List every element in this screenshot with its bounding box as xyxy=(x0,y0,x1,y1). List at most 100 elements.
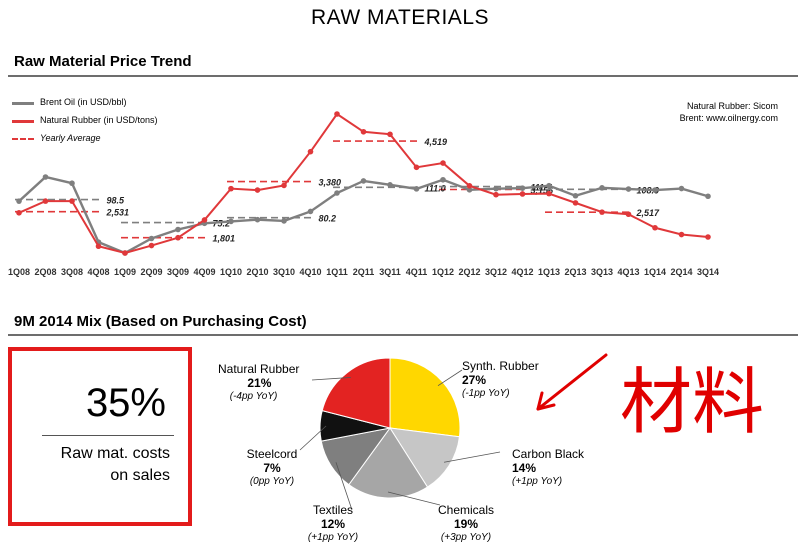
legend-swatch-brent xyxy=(12,102,34,105)
x-tick-label: 3Q09 xyxy=(167,267,189,277)
x-tick-label: 3Q13 xyxy=(591,267,613,277)
kpi-caption-line: Raw mat. costs xyxy=(60,445,170,462)
rubber-data-point xyxy=(69,198,75,204)
brent-data-point xyxy=(387,181,393,188)
x-tick-label: 1Q12 xyxy=(432,267,454,277)
pie-slice-chemicals xyxy=(348,427,429,499)
rubber-data-point xyxy=(148,242,155,249)
x-tick-label: 1Q10 xyxy=(220,267,242,277)
source-line: Brent: www.oilnergy.com xyxy=(679,113,778,123)
x-tick-label: 4Q09 xyxy=(193,267,215,277)
brent-data-point xyxy=(678,185,685,192)
brent-data-point xyxy=(625,186,632,192)
brent-data-point xyxy=(254,216,261,223)
slice-yoy: (+3pp YoY) xyxy=(440,532,492,543)
x-tick-label: 1Q13 xyxy=(538,267,560,277)
slice-name: Natural Rubber xyxy=(218,362,300,376)
pie-label-textiles: Textiles 12% (+1pp YoY) xyxy=(298,503,368,545)
brent-data-point xyxy=(16,198,22,204)
rubber-data-point xyxy=(95,243,102,250)
rubber-yearly-average-label: 2,531 xyxy=(106,208,130,218)
price-trend-chart: 2,531 1,801 3,380 4,519 3,156 2,517 98.5 75.2 80… xyxy=(8,111,719,277)
rubber-data-point xyxy=(705,234,711,240)
rubber-data-point xyxy=(440,160,446,166)
legend-swatch-yearly-average xyxy=(12,138,34,140)
x-tick-label: 4Q08 xyxy=(87,267,109,277)
kpi-caption: Raw mat. costs on sales xyxy=(61,443,170,487)
rubber-data-point xyxy=(175,234,181,241)
x-tick-label: 2Q11 xyxy=(353,267,375,277)
rubber-yearly-average-label: 3,156 xyxy=(531,186,555,196)
brent-yearly-average-label: 80.2 xyxy=(319,214,337,224)
legend-label: Natural Rubber (in USD/tons) xyxy=(40,115,158,125)
section-title-mix: 9M 2014 Mix (Based on Purchasing Cost) xyxy=(14,313,307,330)
slice-percent: 12% xyxy=(320,517,346,531)
slice-percent: 14% xyxy=(512,461,537,475)
slice-yoy: (+1pp YoY) xyxy=(512,476,563,487)
brent-data-point xyxy=(307,208,314,215)
x-tick-label: 3Q12 xyxy=(485,267,507,277)
x-tick-label: 2Q08 xyxy=(34,267,56,277)
rubber-data-point xyxy=(546,190,552,197)
rubber-data-point xyxy=(678,231,685,238)
brent-data-point xyxy=(360,178,367,184)
slice-yoy: (+1pp YoY) xyxy=(307,532,359,543)
pie-label-steelcord: Steelcord 7% (0pp YoY) xyxy=(232,447,312,489)
x-tick-label: 1Q08 xyxy=(8,267,30,277)
x-tick-label: 3Q10 xyxy=(273,267,295,277)
rubber-data-point xyxy=(493,191,499,198)
rubber-data-point xyxy=(466,183,473,189)
rubber-data-point xyxy=(42,198,49,204)
slice-name: Textiles xyxy=(312,503,353,517)
x-tick-label: 2Q10 xyxy=(246,267,268,277)
arrow-head xyxy=(536,403,556,411)
source-line: Natural Rubber: Sicom xyxy=(686,101,778,111)
brent-data-point xyxy=(440,176,446,183)
pie-slice-synth-rubber xyxy=(389,357,461,438)
rubber-data-point xyxy=(572,200,579,206)
brent-data-point xyxy=(519,185,526,191)
rubber-yearly-average-label: 4,519 xyxy=(424,137,448,147)
x-tick-label: 4Q10 xyxy=(299,267,321,277)
brent-data-point xyxy=(466,187,473,193)
slice-name: Synth. Rubber xyxy=(462,359,539,373)
material-mix-pie xyxy=(299,357,501,511)
rubber-data-point xyxy=(281,182,287,189)
pie-leader-line xyxy=(443,451,501,463)
rubber-data-point xyxy=(519,191,526,197)
x-tick-label: 1Q09 xyxy=(114,267,136,277)
rubber-data-point xyxy=(334,111,340,117)
slice-percent: 7% xyxy=(263,461,281,475)
brent-data-point xyxy=(652,187,658,193)
annotation-arrow xyxy=(536,353,608,411)
pie-slice-carbon-black xyxy=(389,427,461,488)
slice-yoy: (-1pp YoY) xyxy=(462,388,510,399)
slice-yoy: (-4pp YoY) xyxy=(229,391,278,402)
slice-name: Chemicals xyxy=(437,503,494,517)
section-title-price-trend: Raw Material Price Trend xyxy=(14,53,192,70)
rubber-data-point xyxy=(652,224,658,231)
rubber-data-point xyxy=(599,209,605,215)
legend-label: Yearly Average xyxy=(40,133,101,143)
rubber-data-point xyxy=(625,211,632,218)
source-note: Natural Rubber: Sicom Brent: www.oilnerg… xyxy=(680,100,778,124)
kpi-caption-line: on sales xyxy=(110,467,170,484)
pie-leader-line xyxy=(299,425,327,451)
pie-leader-line xyxy=(311,377,351,381)
rubber-data-point xyxy=(16,210,22,216)
pie-label-carbon-black: Carbon Black 14% (+1pp YoY) xyxy=(512,447,584,489)
brent-data-point xyxy=(42,174,49,180)
section-divider xyxy=(8,334,798,336)
slice-percent: 21% xyxy=(247,376,272,390)
x-tick-label: 4Q11 xyxy=(406,267,428,277)
pie-leader-line xyxy=(387,491,441,506)
pie-leader-line xyxy=(335,462,353,511)
brent-data-point xyxy=(175,226,181,233)
rubber-data-point xyxy=(307,148,314,155)
x-tick-label: 3Q11 xyxy=(379,267,401,277)
brent-data-point xyxy=(334,190,340,196)
x-tick-label: 2Q09 xyxy=(140,267,162,277)
x-tick-label: 2Q13 xyxy=(564,267,586,277)
rubber-data-point xyxy=(201,217,208,223)
pie-label-synth-rubber: Synth. Rubber 27% (-1pp YoY) xyxy=(462,359,539,401)
